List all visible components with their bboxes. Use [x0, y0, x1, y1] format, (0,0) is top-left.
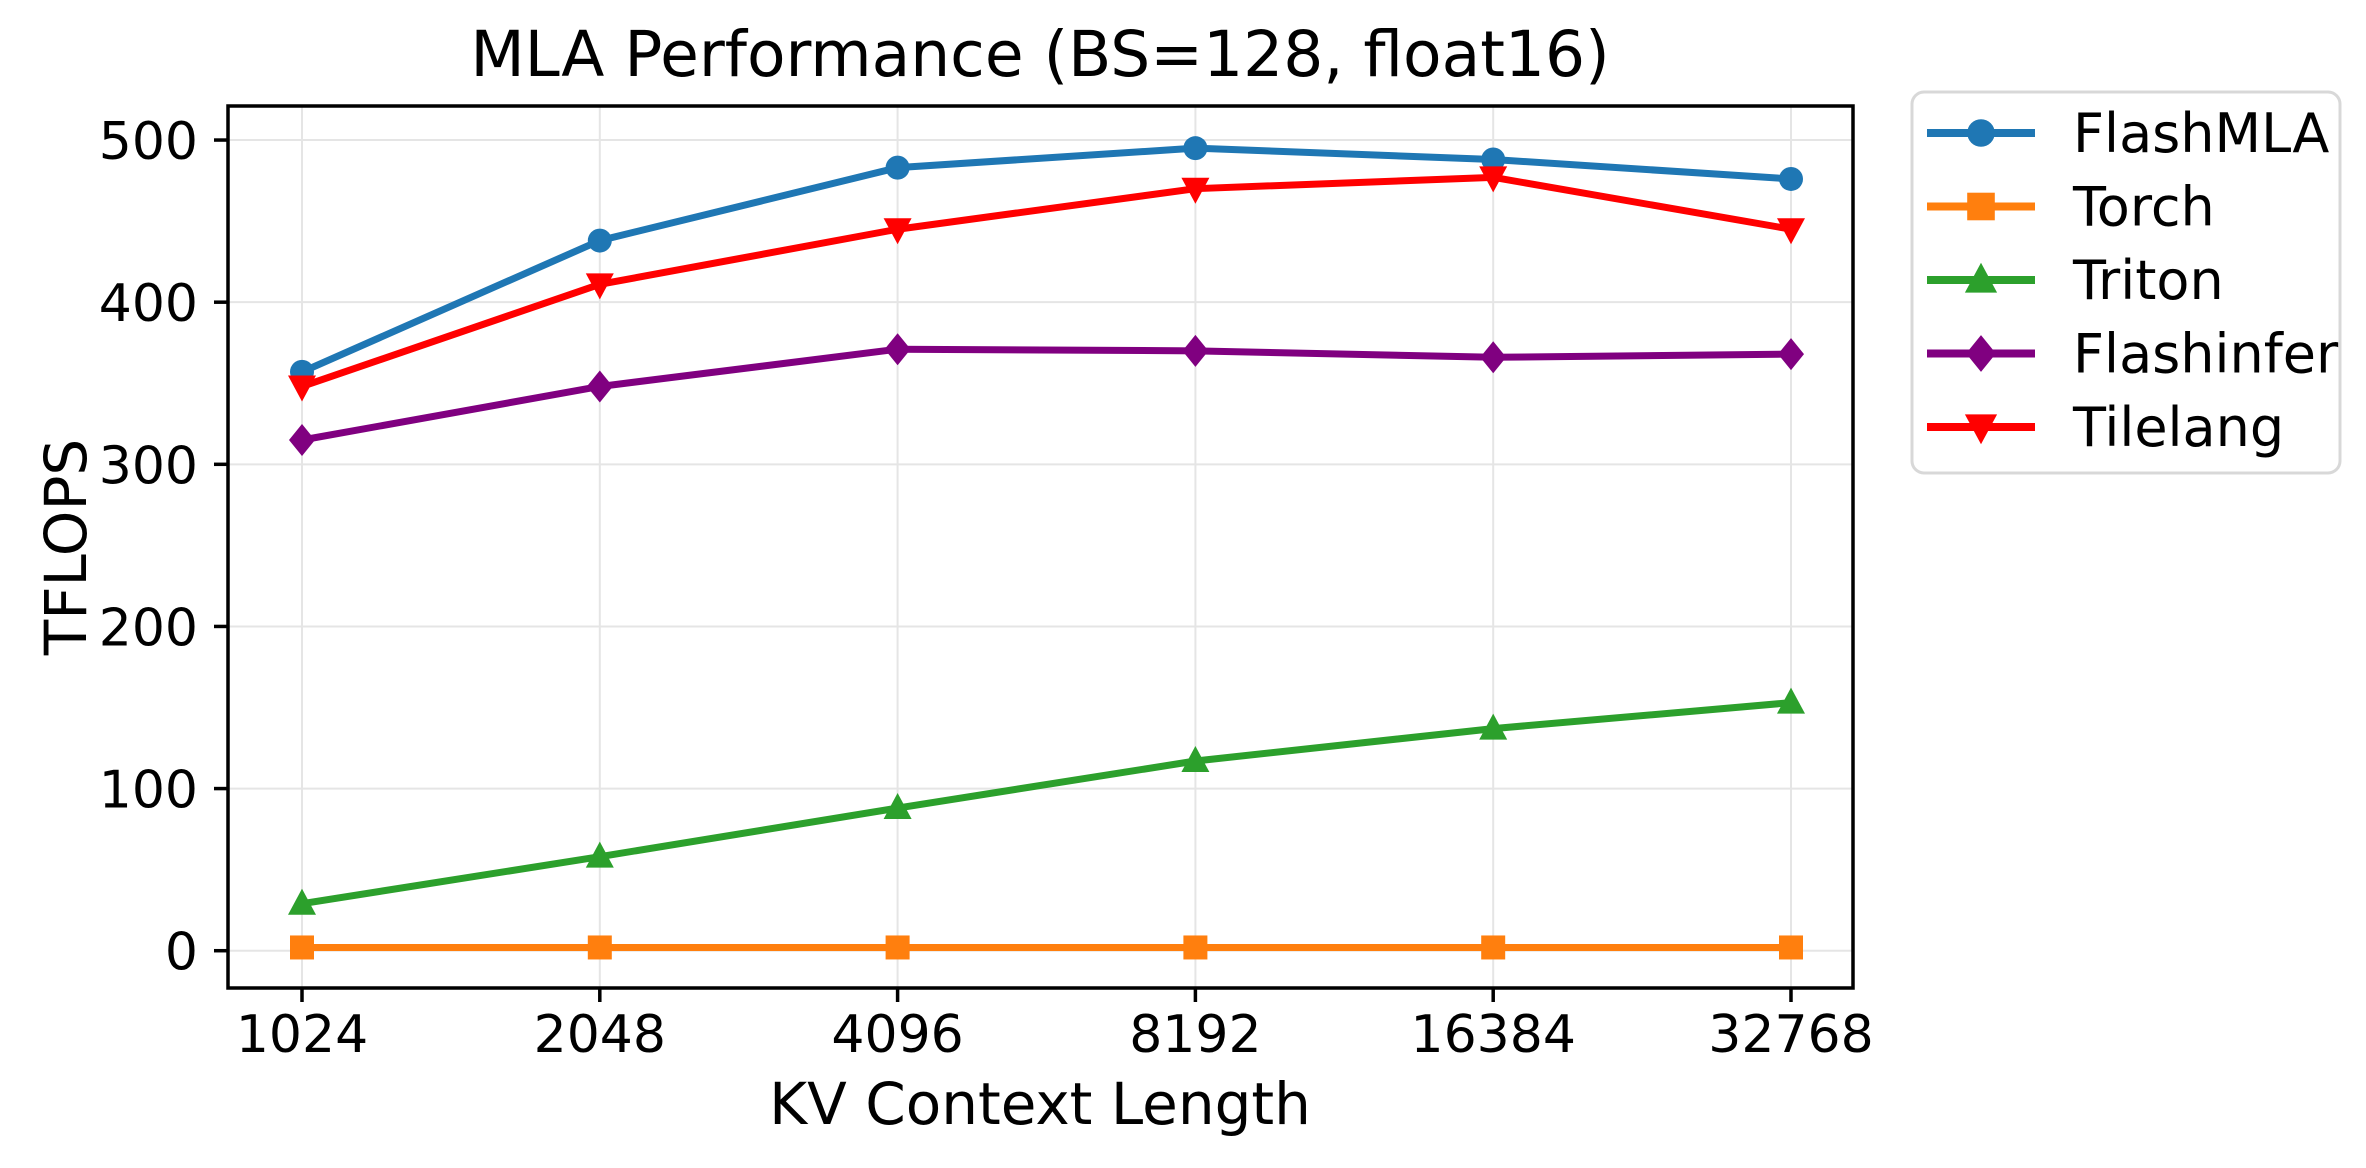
marker-Flashinfer-1024 [289, 423, 315, 456]
marker-FlashMLA-32768 [1779, 166, 1803, 191]
chart-title: MLA Performance (BS=128, float16) [470, 18, 1609, 91]
marker-FlashMLA-16384 [1481, 147, 1506, 172]
y-tick-label-500: 500 [99, 112, 198, 172]
marker-Tilelang-8192 [1181, 177, 1210, 204]
series-line-Triton [298, 699, 1795, 908]
y-tick-label-0: 0 [165, 923, 198, 983]
marker-Flashinfer-32768 [1778, 338, 1804, 371]
axis-ticks [214, 138, 1793, 1002]
legend-label-FlashMLA: FlashMLA [2073, 102, 2329, 165]
legend-label-Flashinfer: Flashinfer [2073, 323, 2339, 386]
marker-Flashinfer-8192 [1182, 334, 1209, 367]
legend-marker-Tilelang [1964, 414, 1998, 445]
legend-marker-Flashinfer [1966, 335, 1996, 372]
legend-marker-Triton [1964, 262, 1998, 293]
marker-Torch-1024 [290, 935, 314, 960]
legend-entry-Torch: Torch [1927, 176, 2215, 239]
y-axis-label: TFLOPS [32, 439, 100, 656]
legend-label-Triton: Triton [2072, 249, 2224, 312]
marker-Triton-32768 [1777, 687, 1805, 714]
marker-Torch-4096 [885, 935, 910, 960]
y-tick-label-200: 200 [99, 598, 198, 658]
series-Torch [290, 935, 1803, 960]
marker-FlashMLA-2048 [587, 228, 612, 253]
series-line-FlashMLA [298, 144, 1795, 376]
marker-Tilelang-16384 [1479, 166, 1508, 193]
series [288, 136, 1805, 960]
legend-entry-Flashinfer: Flashinfer [1927, 323, 2339, 386]
series-Triton [288, 687, 1805, 915]
marker-FlashMLA-4096 [885, 155, 910, 180]
marker-Triton-1024 [288, 888, 316, 915]
series-line-Flashinfer [298, 345, 1795, 444]
legend-box [1910, 90, 2342, 475]
series-Tilelang [288, 166, 1805, 402]
marker-Torch-32768 [1779, 935, 1803, 960]
marker-Triton-2048 [585, 841, 614, 868]
legend-entry-Triton: Triton [1927, 249, 2224, 312]
y-tick-label-300: 300 [99, 436, 198, 496]
legend-label-Tilelang: Tilelang [2072, 396, 2284, 459]
marker-Tilelang-1024 [288, 375, 316, 402]
marker-Tilelang-2048 [585, 273, 614, 300]
marker-Torch-2048 [587, 935, 612, 960]
marker-FlashMLA-8192 [1183, 136, 1208, 161]
x-tick-label-2048: 2048 [534, 1005, 666, 1065]
x-tick-label-8192: 8192 [1129, 1005, 1261, 1065]
marker-Tilelang-4096 [883, 218, 912, 245]
gridlines [228, 106, 1853, 988]
legend: FlashMLA Torch Triton Flashinfer Tilelang [1910, 90, 2342, 475]
marker-Tilelang-32768 [1777, 218, 1805, 245]
y-tick-label-100: 100 [99, 761, 198, 821]
x-axis-label: KV Context Length [769, 1070, 1311, 1138]
marker-Flashinfer-2048 [586, 370, 613, 403]
marker-Flashinfer-4096 [884, 333, 911, 366]
marker-Triton-4096 [883, 793, 912, 820]
series-Flashinfer [289, 333, 1804, 456]
axes-frame [226, 104, 1855, 990]
x-tick-label-16384: 16384 [1410, 1005, 1575, 1065]
legend-entry-Tilelang: Tilelang [1927, 396, 2284, 459]
marker-Triton-8192 [1181, 746, 1210, 773]
series-FlashMLA [290, 136, 1803, 384]
x-tick-label-1024: 1024 [236, 1005, 368, 1065]
legend-label-Torch: Torch [2072, 176, 2215, 239]
plot-frame [226, 104, 1855, 990]
x-tick-label-4096: 4096 [831, 1005, 963, 1065]
marker-Triton-16384 [1479, 713, 1508, 740]
series-line-Tilelang [298, 173, 1795, 390]
legend-marker-Torch [1967, 192, 1995, 221]
marker-Torch-16384 [1481, 935, 1506, 960]
legend-marker-FlashMLA [1967, 119, 1995, 147]
axis-tick-labels: 0 100 200 300 400 500 1024 2048 4096 8192 16384 327… [99, 112, 1874, 1065]
legend-entry-FlashMLA: FlashMLA [1927, 102, 2329, 165]
x-tick-label-32768: 32768 [1708, 1005, 1873, 1065]
y-tick-label-400: 400 [99, 274, 198, 334]
marker-Flashinfer-16384 [1480, 341, 1507, 374]
marker-Torch-8192 [1183, 935, 1208, 960]
